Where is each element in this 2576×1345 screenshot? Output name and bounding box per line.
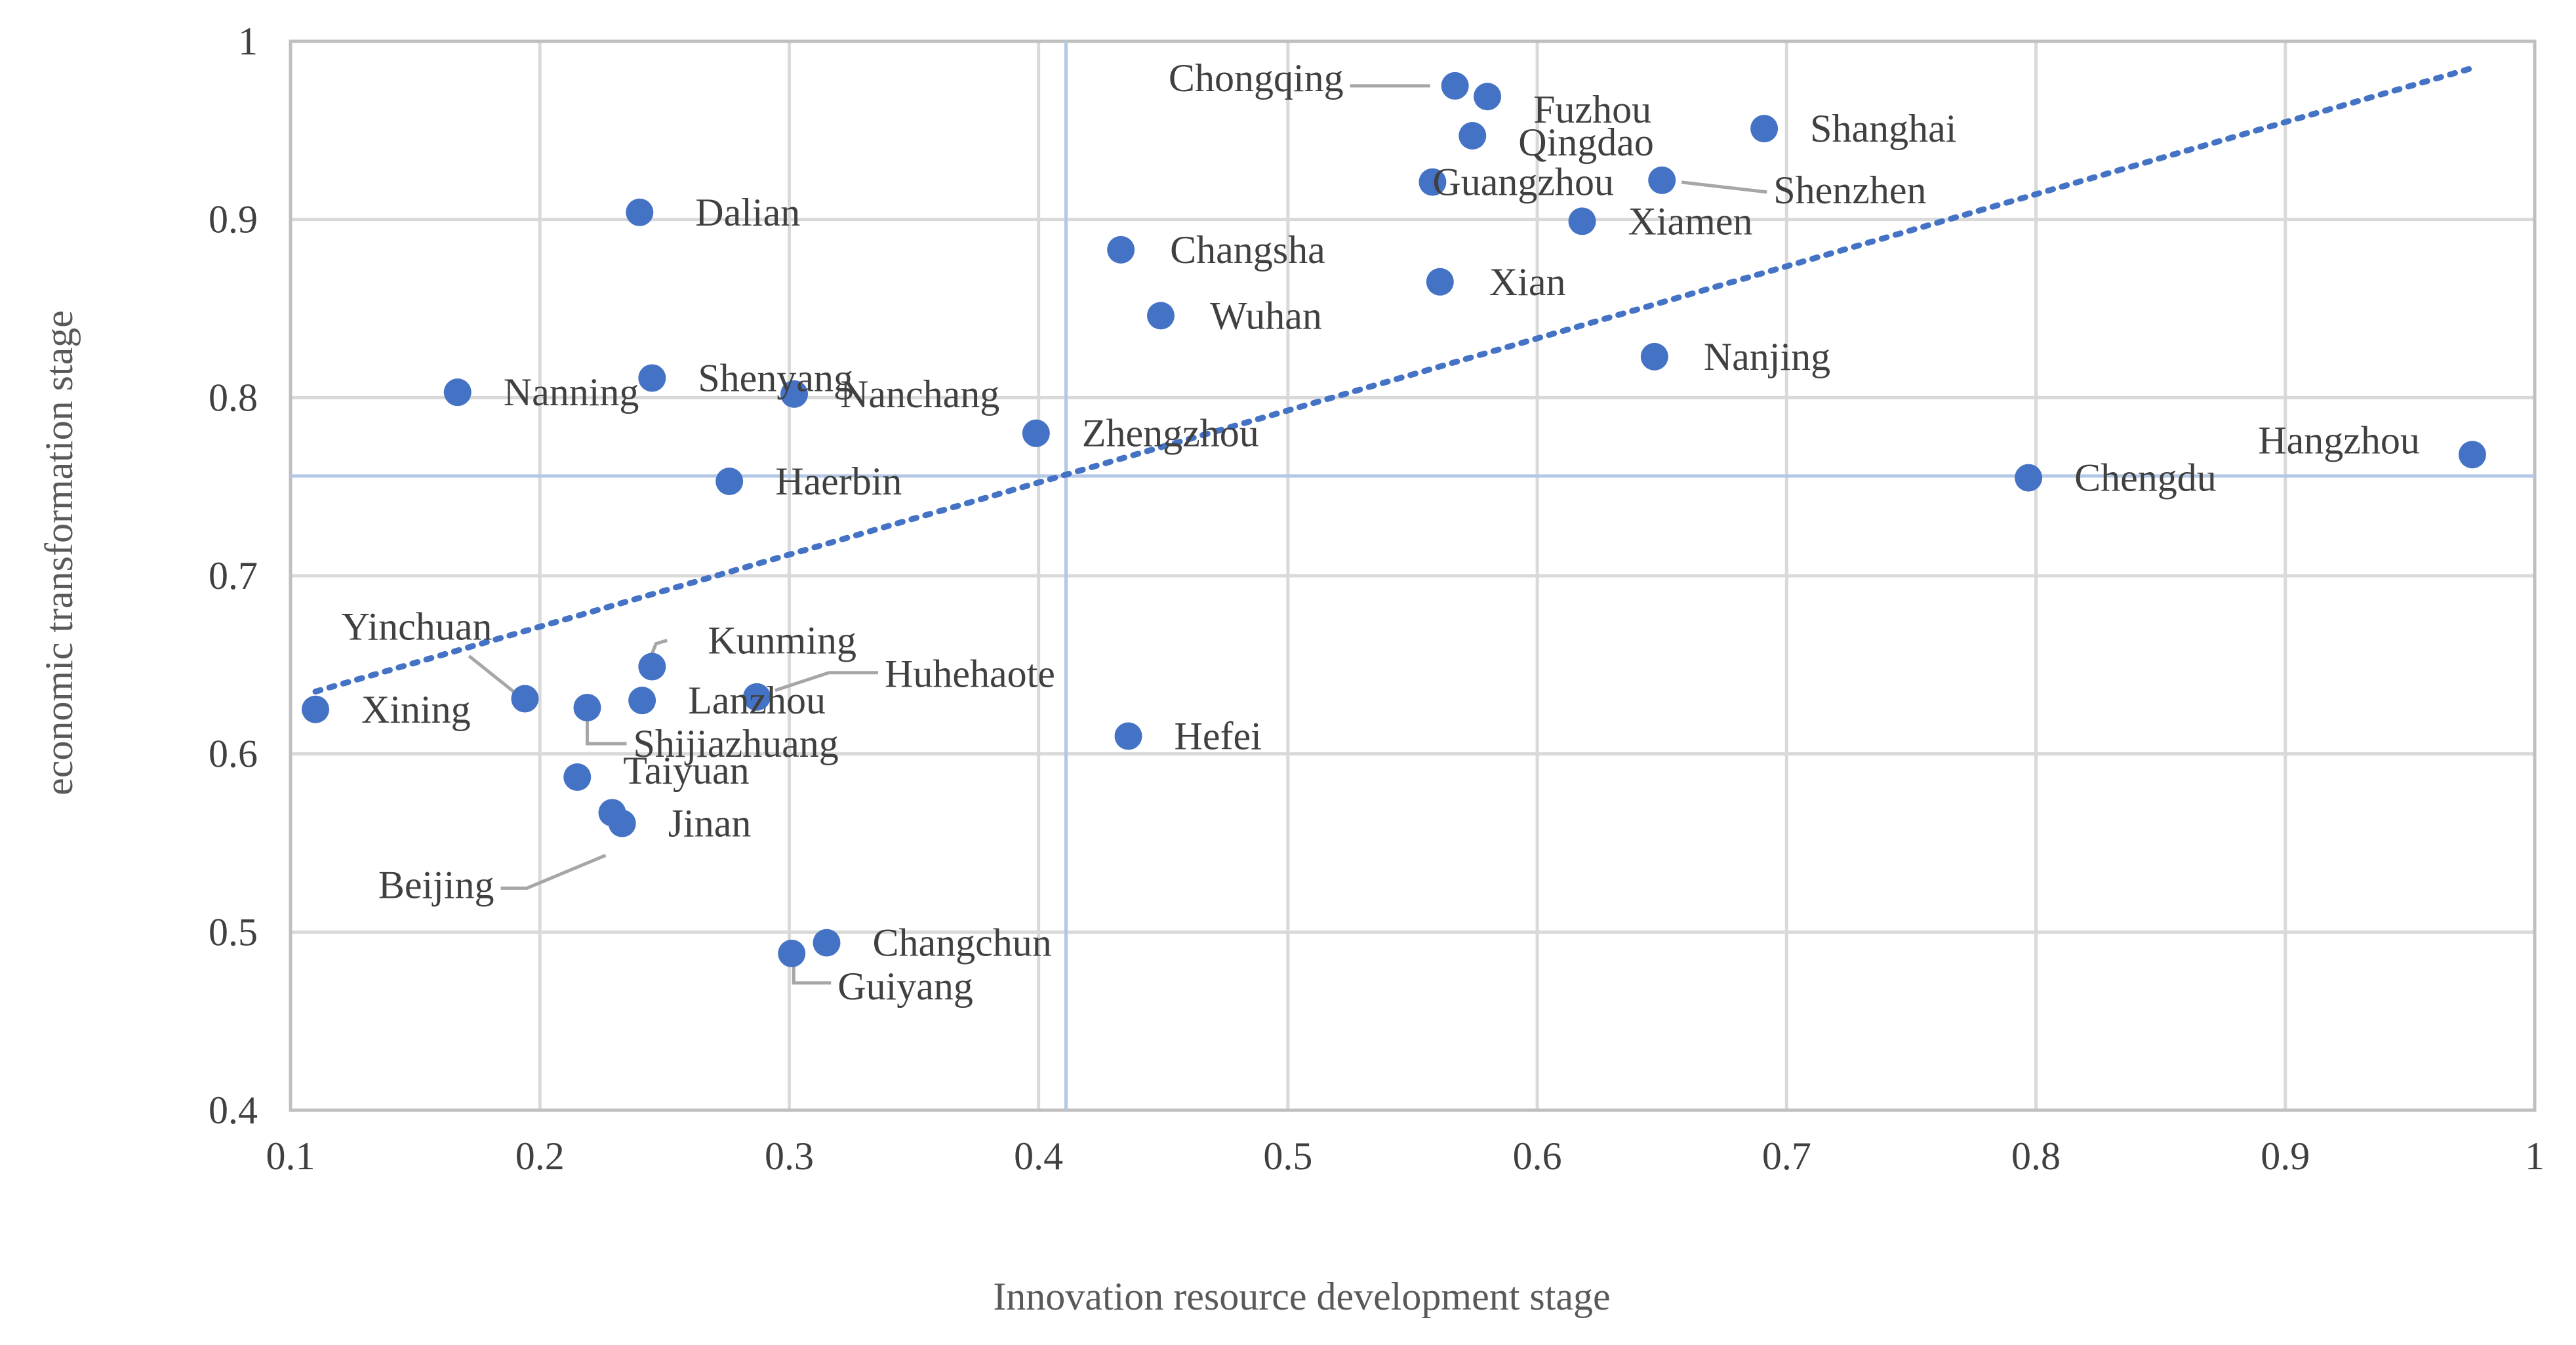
leader-line-yinchuan: [468, 654, 519, 697]
point-nanjing: [1640, 342, 1668, 371]
label-chongqing: Chongqing: [1169, 56, 1344, 100]
x-tick-label: 1: [2525, 1134, 2545, 1178]
point-xining: [302, 695, 330, 723]
label-kunming: Kunming: [708, 619, 856, 662]
y-tick-label: 0.9: [209, 198, 258, 241]
leader-line-kunming: [651, 639, 668, 654]
point-chengdu: [2015, 464, 2043, 492]
point-kunming: [638, 652, 666, 681]
label-shenzhen: Shenzhen: [1773, 169, 1926, 212]
label-nanjing: Nanjing: [1704, 335, 1830, 378]
y-tick-label: 0.5: [209, 910, 258, 954]
x-tick-label: 0.4: [1014, 1134, 1063, 1178]
point-jinan: [608, 809, 636, 837]
point-nanning: [443, 378, 472, 407]
point-qingdao: [1459, 121, 1487, 150]
label-huhehaote: Huhehaote: [885, 652, 1055, 696]
label-chengdu: Chengdu: [2074, 456, 2217, 500]
point-nanchang: [780, 380, 809, 408]
x-tick-label: 0.1: [266, 1134, 315, 1178]
x-tick-label: 0.2: [515, 1134, 565, 1178]
label-guiyang: Guiyang: [837, 965, 973, 1008]
point-taiyuan: [563, 763, 592, 791]
label-xian: Xian: [1489, 260, 1566, 304]
point-yinchuan: [511, 685, 539, 713]
reference-lines: [291, 41, 2535, 1110]
point-shijiazhuang: [573, 694, 601, 722]
point-hangzhou: [2458, 441, 2486, 469]
point-guangzhou: [1419, 168, 1447, 196]
y-tick-label: 1: [238, 20, 258, 63]
label-shijiazhuang: Shijiazhuang: [633, 722, 838, 765]
label-dalian: Dalian: [695, 191, 800, 234]
label-hangzhou: Hangzhou: [2258, 418, 2420, 462]
label-jinan: Jinan: [668, 802, 752, 845]
label-nanning: Nanning: [504, 371, 639, 414]
point-chongqing: [1441, 71, 1469, 100]
leader-line-guiyang: [792, 966, 832, 985]
x-tick-label: 0.3: [765, 1134, 814, 1178]
point-fuzhou: [1474, 83, 1502, 111]
point-shenyang: [638, 364, 666, 392]
label-haerbin: Haerbin: [775, 460, 902, 503]
grid-lines: [289, 39, 2537, 1112]
label-xiamen: Xiamen: [1628, 199, 1753, 243]
point-guiyang: [778, 939, 806, 967]
x-axis-title: Innovation resource development stage: [993, 1275, 1610, 1318]
point-zhengzhou: [1022, 419, 1050, 447]
plot-area-border: [289, 39, 2537, 1112]
point-xian: [1426, 268, 1454, 296]
label-hefei: Hefei: [1175, 715, 1262, 758]
label-nanchang: Nanchang: [840, 372, 999, 416]
point-shenzhen: [1648, 166, 1676, 194]
leader-line-beijing: [500, 854, 607, 890]
linear-trendline: [312, 65, 2476, 695]
x-tick-label: 0.8: [2011, 1134, 2061, 1178]
point-wuhan: [1146, 302, 1175, 330]
point-dalian: [626, 198, 654, 226]
point-changchun: [813, 929, 841, 957]
label-changchun: Changchun: [872, 921, 1051, 965]
y-tick-label: 0.8: [209, 376, 258, 419]
label-qingdao: Qingdao: [1518, 121, 1654, 164]
label-guangzhou: Guangzhou: [1432, 161, 1614, 204]
label-wuhan: Wuhan: [1210, 294, 1322, 337]
label-yinchuan: Yinchuan: [341, 605, 492, 648]
x-tick-label: 0.6: [1513, 1134, 1562, 1178]
leader-line-huhehaote: [775, 671, 879, 693]
label-fuzhou: Fuzhou: [1533, 88, 1651, 131]
trendline-layer: [312, 65, 2476, 695]
point-hefei: [1114, 722, 1142, 750]
point-xiamen: [1568, 207, 1596, 235]
point-huhehaote: [743, 683, 771, 711]
leader-line-shenzhen: [1681, 180, 1767, 194]
y-tick-label: 0.7: [209, 554, 258, 597]
x-tick-label: 0.7: [1762, 1134, 1811, 1178]
label-shenyang: Shenyang: [698, 356, 853, 399]
x-tick-label: 0.9: [2261, 1134, 2310, 1178]
leader-lines: [468, 84, 1767, 985]
x-tick-label: 0.5: [1263, 1134, 1312, 1178]
label-xining: Xining: [361, 688, 471, 731]
tick-labels: 0.1 0.2 0.3 0.4 0.5 0.6 0.7 0.8 0.9 1 0.4 0.5 0.6 0.7…: [209, 20, 2545, 1178]
data-points: [302, 71, 2486, 967]
y-axis-title: economic transformation stage: [37, 310, 81, 795]
point-lanzhou: [628, 687, 656, 715]
y-tick-label: 0.4: [209, 1089, 258, 1132]
label-shanghai: Shanghai: [1810, 107, 1956, 150]
label-lanzhou: Lanzhou: [688, 679, 826, 722]
leader-line-shijiazhuang: [585, 721, 627, 746]
label-taiyuan: Taiyuan: [623, 749, 749, 792]
label-zhengzhou: Zhengzhou: [1082, 412, 1259, 455]
point-shanghai: [1750, 115, 1779, 143]
point-haerbin: [715, 468, 744, 496]
y-tick-label: 0.6: [209, 733, 258, 776]
label-changsha: Changsha: [1170, 228, 1325, 271]
point-changsha: [1107, 235, 1135, 264]
label-beijing: Beijing: [378, 863, 494, 906]
